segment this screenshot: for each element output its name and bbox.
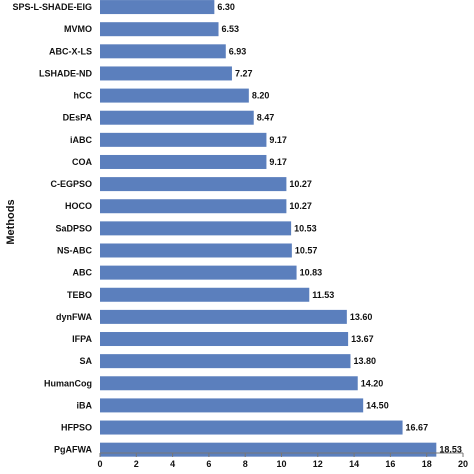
category-label: SA <box>79 356 92 366</box>
x-tick-label: 12 <box>313 459 323 469</box>
bar-lshade-nd <box>100 66 232 81</box>
category-label: SaDPSO <box>55 223 92 233</box>
value-label: 11.53 <box>312 290 334 300</box>
x-tick-label: 6 <box>206 459 211 469</box>
value-label: 14.50 <box>366 400 389 410</box>
bar-despa <box>100 110 254 125</box>
value-label: 8.20 <box>252 91 270 101</box>
x-tick-label: 10 <box>276 459 286 469</box>
category-label: dynFWA <box>56 312 92 322</box>
value-label: 13.60 <box>350 312 373 322</box>
bar-sps-l-shade-eig <box>100 0 215 15</box>
bar-hfpso <box>100 420 403 435</box>
category-label: HFPSO <box>61 423 92 433</box>
bar-coa <box>100 154 267 169</box>
category-label: HOCO <box>65 201 92 211</box>
category-label: ABC-X-LS <box>49 46 92 56</box>
category-label: COA <box>72 157 93 167</box>
value-label: 16.67 <box>406 423 429 433</box>
category-label: NS-ABC <box>57 245 92 255</box>
category-label: C-EGPSO <box>50 179 92 189</box>
bar-humancog <box>100 376 358 391</box>
value-label: 9.17 <box>269 135 287 145</box>
bar-tebo <box>100 287 310 302</box>
bar-sa <box>100 354 351 369</box>
bar-c-egpso <box>100 177 287 192</box>
category-label: HumanCog <box>44 378 92 388</box>
bar-iba <box>100 398 364 413</box>
category-label: iBA <box>77 400 93 410</box>
category-labels-group: SPS-L-SHADE-EIG MVMO ABC-X-LS LSHADE-ND hCC D… <box>12 2 92 455</box>
bar-abc-x-ls <box>100 44 226 59</box>
bar-sadpso <box>100 221 292 236</box>
category-label: PgAFWA <box>54 445 92 455</box>
value-label: 18.53 <box>439 445 462 455</box>
y-axis-title: Methods <box>5 199 17 244</box>
bar-abc <box>100 265 297 280</box>
bars-group <box>100 0 437 457</box>
x-tick-label: 0 <box>97 459 102 469</box>
bar-hoco <box>100 199 287 214</box>
value-label: 10.53 <box>294 223 317 233</box>
x-tick-label: 16 <box>385 459 395 469</box>
value-labels-group: 6.30 6.53 6.93 7.27 8.20 8.47 9.17 9.17 10.27 10.… <box>217 2 462 455</box>
bar-hcc <box>100 88 249 103</box>
category-label: IFPA <box>72 334 92 344</box>
value-label: 10.27 <box>289 179 312 189</box>
bar-dynfwa <box>100 309 347 324</box>
value-label: 10.57 <box>295 245 318 255</box>
bar-mvmo <box>100 22 219 37</box>
category-label: ABC <box>73 268 93 278</box>
category-label: LSHADE-ND <box>39 68 92 78</box>
value-label: 13.80 <box>353 356 376 366</box>
category-label: TEBO <box>67 290 92 300</box>
value-label: 10.27 <box>289 201 312 211</box>
value-label: 9.17 <box>269 157 287 167</box>
x-tick-label: 18 <box>422 459 432 469</box>
bar-iabc <box>100 132 267 147</box>
value-label: 10.83 <box>300 268 323 278</box>
value-label: 8.47 <box>257 113 275 123</box>
value-label: 13.67 <box>351 334 374 344</box>
bar-ifpa <box>100 332 349 347</box>
x-axis: 0 2 4 6 8 10 12 14 16 18 20 <box>97 452 468 469</box>
category-label: iABC <box>70 135 92 145</box>
value-label: 14.20 <box>361 378 384 388</box>
value-label: 6.93 <box>229 46 247 56</box>
x-tick-label: 8 <box>243 459 248 469</box>
category-label: DEsPA <box>63 113 93 123</box>
value-label: 6.53 <box>222 24 240 34</box>
x-tick-label: 4 <box>170 459 175 469</box>
category-label: MVMO <box>64 24 92 34</box>
value-label: 7.27 <box>235 68 253 78</box>
bar-pgafwa <box>100 442 437 457</box>
x-tick-label: 2 <box>134 459 139 469</box>
bar-ns-abc <box>100 243 292 258</box>
x-tick-label: 14 <box>349 459 359 469</box>
category-label: hCC <box>74 91 93 101</box>
x-tick-label: 20 <box>458 459 468 469</box>
value-label: 6.30 <box>217 2 235 12</box>
category-label: SPS-L-SHADE-EIG <box>12 2 92 12</box>
